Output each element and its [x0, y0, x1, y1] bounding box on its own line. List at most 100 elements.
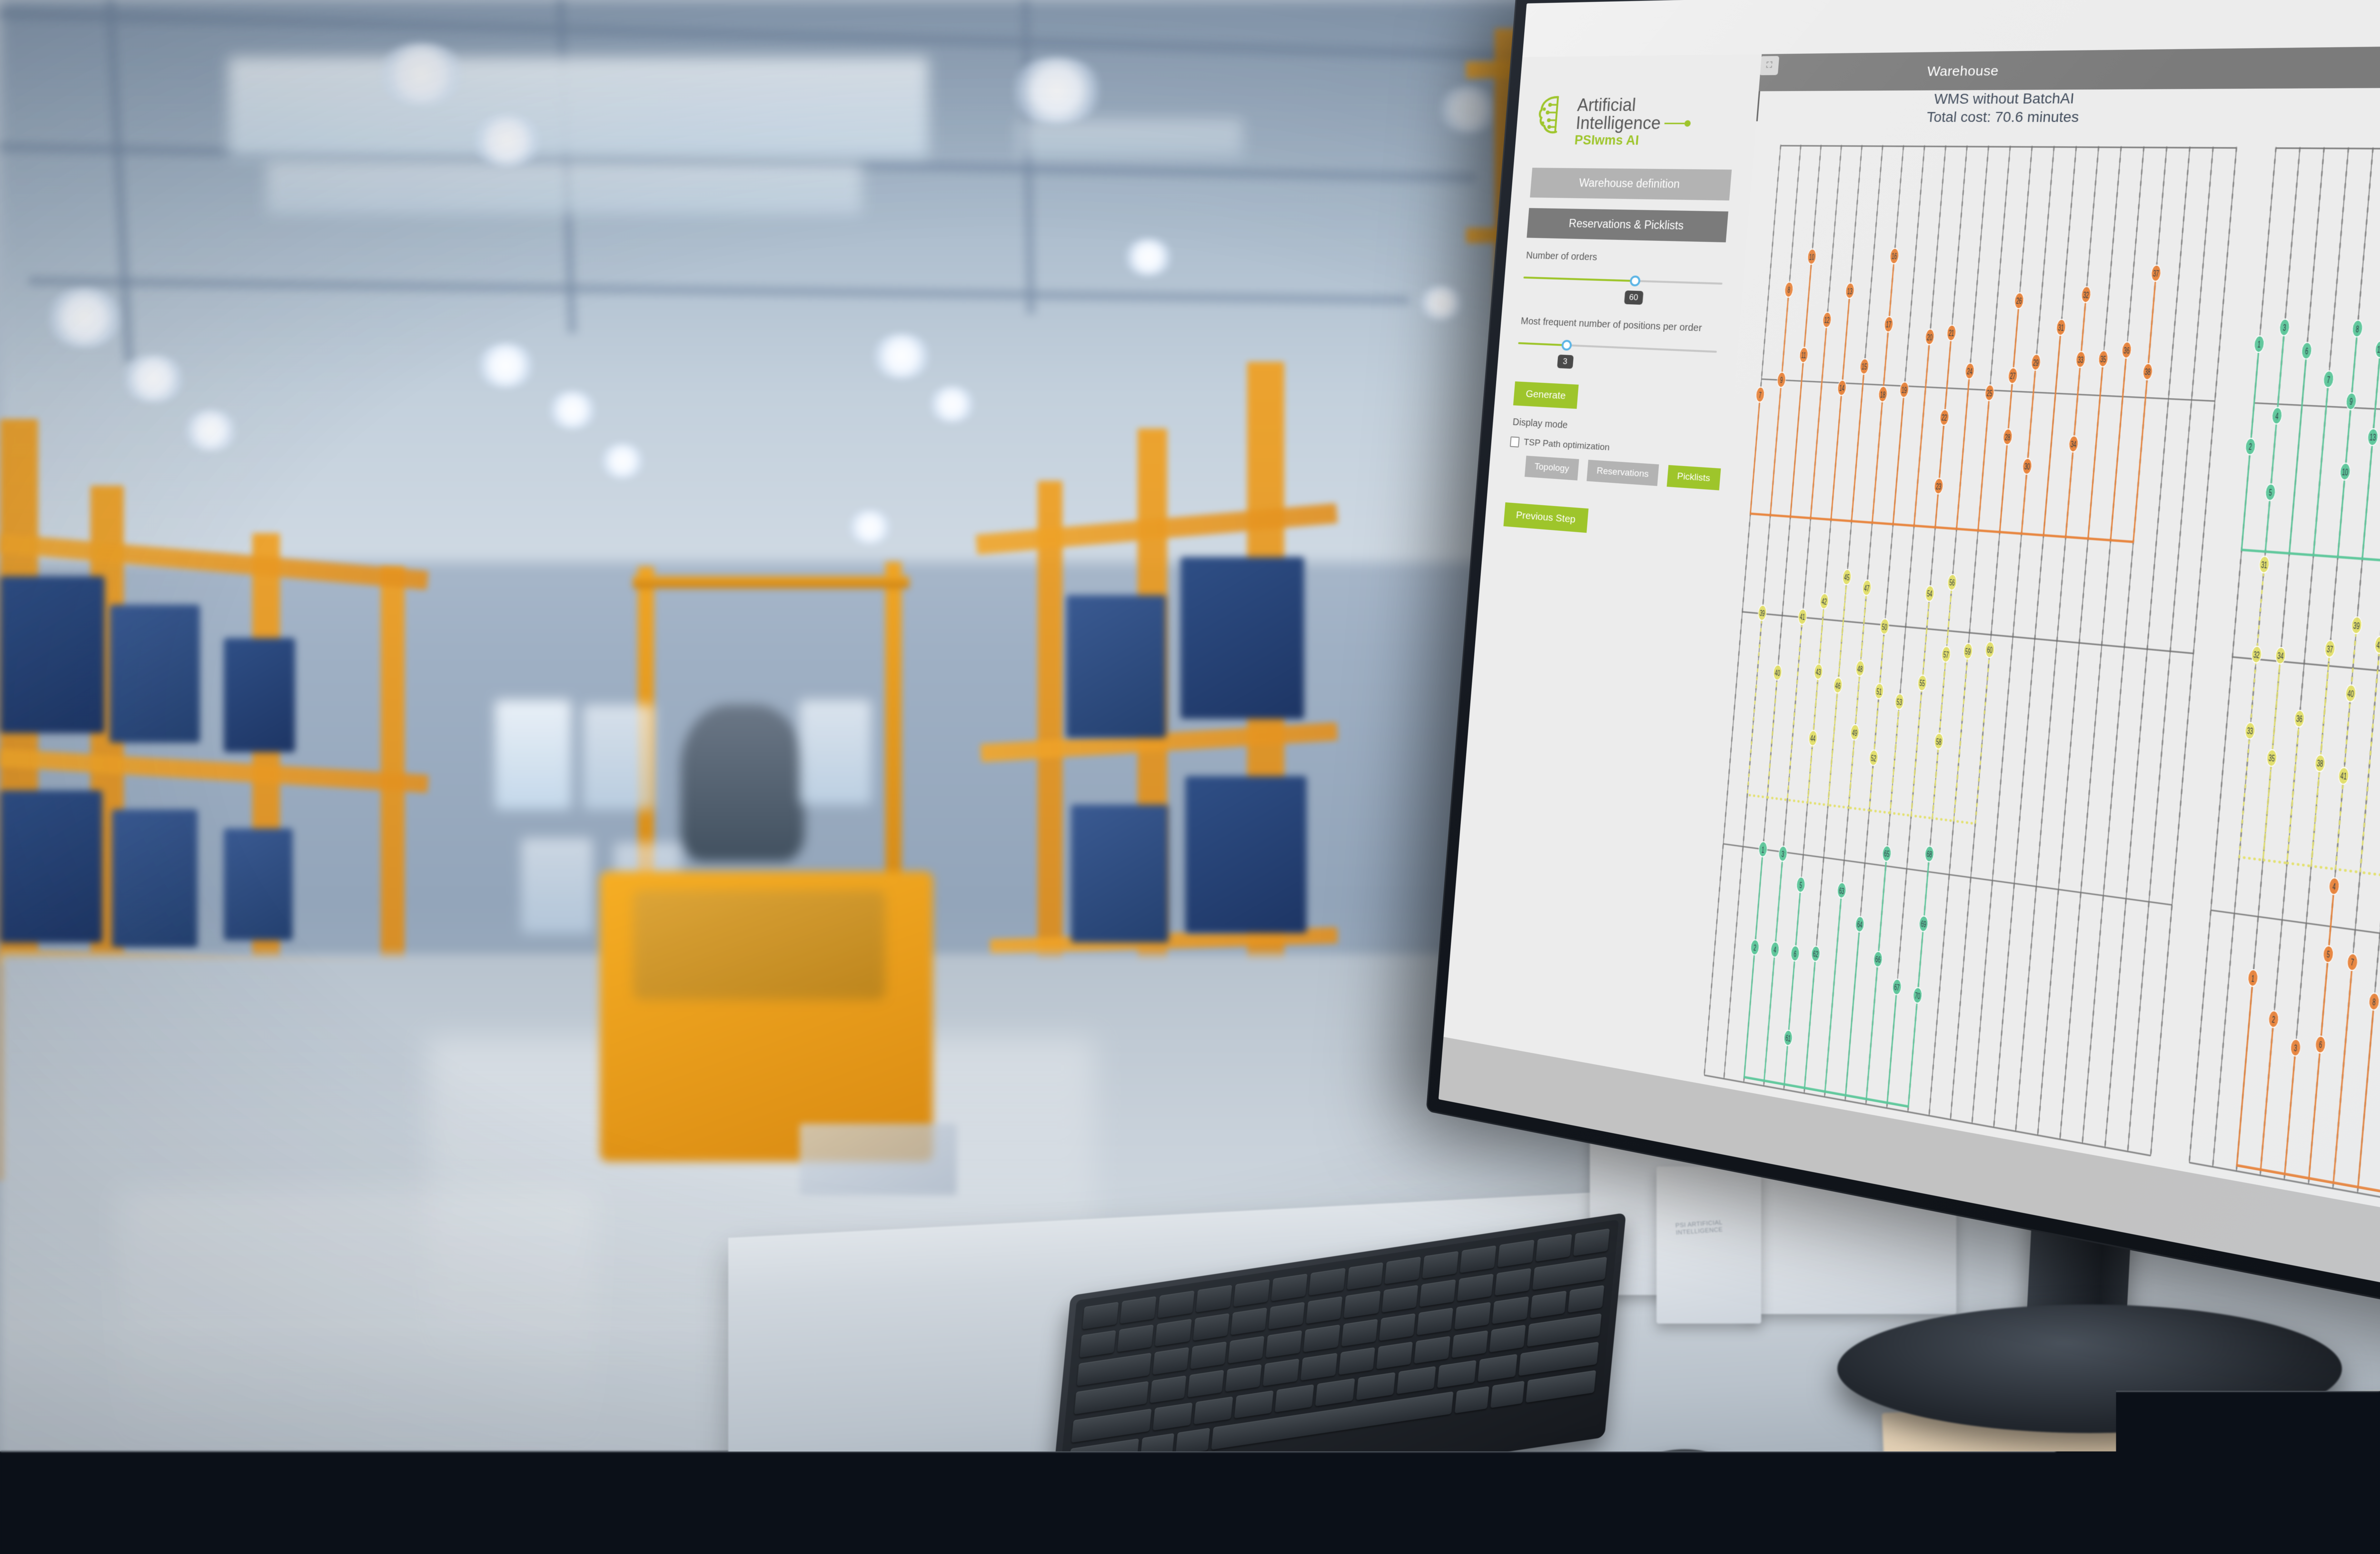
pick-node[interactable]: 6: [2315, 1036, 2326, 1054]
slider-positions-per-order[interactable]: 3: [1516, 331, 1718, 379]
sidebar-item-reservations-picklists[interactable]: Reservations & Picklists: [1527, 208, 1728, 242]
pick-node[interactable]: 30: [2022, 458, 2032, 474]
pick-node[interactable]: 65: [1882, 846, 1892, 862]
pick-node[interactable]: 51: [1874, 683, 1884, 699]
pick-node[interactable]: 16: [1890, 248, 1899, 264]
pick-node[interactable]: 55: [1917, 675, 1927, 691]
pick-node[interactable]: 42: [1819, 593, 1829, 609]
pick-node[interactable]: 66: [1873, 951, 1883, 967]
pick-node[interactable]: 6: [2301, 342, 2312, 359]
pick-node[interactable]: 1: [2254, 336, 2265, 352]
pick-node[interactable]: 32: [2251, 646, 2262, 663]
pick-node[interactable]: 28: [2003, 429, 2013, 445]
pick-node[interactable]: 10: [1807, 249, 1816, 264]
pick-node[interactable]: 3: [1778, 846, 1788, 862]
pick-node[interactable]: 45: [1842, 569, 1852, 586]
pick-node[interactable]: 15: [1860, 359, 1869, 374]
pick-node[interactable]: 31: [2259, 556, 2270, 573]
slider-number-of-orders[interactable]: 60: [1521, 266, 1723, 310]
previous-step-button[interactable]: Previous Step: [1503, 502, 1588, 533]
pick-node[interactable]: 1: [2247, 969, 2258, 987]
expand-icon[interactable]: ⛶: [1759, 56, 1779, 75]
pick-node[interactable]: 5: [2322, 945, 2334, 963]
slider-knob[interactable]: [1561, 339, 1572, 350]
pick-node[interactable]: 7: [1755, 387, 1765, 403]
pick-node[interactable]: 26: [2014, 293, 2024, 309]
pick-node[interactable]: 42: [2374, 636, 2380, 654]
pick-node[interactable]: 2: [1750, 939, 1760, 956]
pick-node[interactable]: 5: [2265, 484, 2276, 501]
pick-node[interactable]: 31: [2056, 319, 2066, 336]
pick-node[interactable]: 34: [2068, 436, 2079, 452]
pick-node[interactable]: 21: [1946, 325, 1956, 341]
pick-node[interactable]: 8: [2368, 993, 2380, 1011]
pick-node[interactable]: 7: [2347, 953, 2358, 971]
pick-node[interactable]: 1: [1758, 841, 1768, 857]
pick-node[interactable]: 33: [2075, 351, 2086, 368]
pick-node[interactable]: 36: [2122, 342, 2132, 359]
pick-node[interactable]: 33: [2244, 722, 2255, 740]
pick-node[interactable]: 52: [1869, 749, 1878, 766]
pick-node[interactable]: 12: [2375, 341, 2380, 358]
warehouse-pick-path-diagram[interactable]: 789101112131415161718 1920 212223242526272…: [1697, 135, 2245, 1166]
pick-node[interactable]: 69: [1919, 916, 1929, 932]
pick-node[interactable]: 36: [2294, 710, 2305, 727]
pick-node[interactable]: 17: [1884, 317, 1894, 332]
pick-node[interactable]: 46: [1833, 677, 1843, 694]
pick-node[interactable]: 6: [1790, 945, 1800, 962]
pick-node[interactable]: 39: [1757, 605, 1767, 621]
pick-node[interactable]: 61: [1784, 1030, 1793, 1046]
pick-node[interactable]: 40: [1773, 665, 1782, 681]
pick-node[interactable]: 5: [1796, 877, 1805, 893]
pick-node[interactable]: 64: [1855, 916, 1864, 933]
pick-node[interactable]: 50: [1880, 618, 1889, 635]
pick-node[interactable]: 3: [2290, 1038, 2301, 1056]
pick-node[interactable]: 8: [2352, 320, 2363, 337]
pick-node[interactable]: 59: [1963, 643, 1973, 659]
pick-node[interactable]: 3: [2279, 319, 2290, 336]
pick-node[interactable]: 70: [1913, 987, 1923, 1004]
pick-node[interactable]: 37: [2151, 265, 2161, 282]
pick-node[interactable]: 35: [2098, 350, 2109, 367]
pick-node[interactable]: 10: [2340, 463, 2351, 480]
pick-node[interactable]: 29: [2031, 354, 2041, 370]
pick-node[interactable]: 44: [1808, 730, 1818, 746]
generate-button[interactable]: Generate: [1513, 381, 1578, 409]
pick-node[interactable]: 62: [1811, 946, 1820, 962]
pick-node[interactable]: 41: [1798, 609, 1807, 625]
pick-node[interactable]: 7: [2323, 371, 2334, 388]
pick-node[interactable]: 11: [1799, 347, 1808, 363]
display-mode-topology-button[interactable]: Topology: [1525, 456, 1579, 480]
sidebar-item-warehouse-definition[interactable]: Warehouse definition: [1530, 168, 1732, 200]
pick-node[interactable]: 39: [2351, 617, 2362, 634]
pick-node[interactable]: 48: [1855, 660, 1865, 677]
pick-node[interactable]: 38: [2142, 363, 2153, 380]
pick-node[interactable]: 13: [1845, 283, 1854, 299]
pick-node[interactable]: 63: [1837, 882, 1846, 899]
display-mode-picklists-button[interactable]: Picklists: [1666, 465, 1720, 490]
pick-node[interactable]: 54: [1925, 586, 1935, 602]
pick-node[interactable]: 38: [2314, 755, 2326, 772]
pick-node[interactable]: 43: [1814, 664, 1823, 680]
slider-knob[interactable]: [1629, 275, 1641, 286]
pick-node[interactable]: 9: [1777, 372, 1786, 388]
pick-node[interactable]: 27: [2008, 368, 2018, 384]
pick-node[interactable]: 8: [1784, 282, 1794, 297]
pick-node[interactable]: 68: [1924, 846, 1934, 862]
pick-node[interactable]: 56: [1947, 574, 1957, 590]
pick-node[interactable]: 67: [1892, 978, 1902, 995]
pick-node[interactable]: 47: [1862, 580, 1872, 596]
pick-node[interactable]: 12: [1822, 312, 1832, 328]
pick-node[interactable]: 4: [2271, 407, 2282, 424]
pick-node[interactable]: 2: [2245, 438, 2256, 455]
tsp-path-optimization-checkbox[interactable]: [1510, 437, 1520, 448]
pick-node[interactable]: 35: [2266, 749, 2277, 767]
pick-node[interactable]: 58: [1934, 733, 1944, 749]
pick-node[interactable]: 20: [1925, 329, 1935, 345]
pick-node[interactable]: 4: [2329, 877, 2340, 896]
pick-node[interactable]: 23: [1934, 478, 1944, 494]
pick-node[interactable]: 53: [1894, 693, 1904, 709]
pick-node[interactable]: 49: [1850, 724, 1860, 740]
pick-node[interactable]: 2: [2268, 1010, 2279, 1028]
pick-node[interactable]: 25: [1984, 385, 1994, 401]
